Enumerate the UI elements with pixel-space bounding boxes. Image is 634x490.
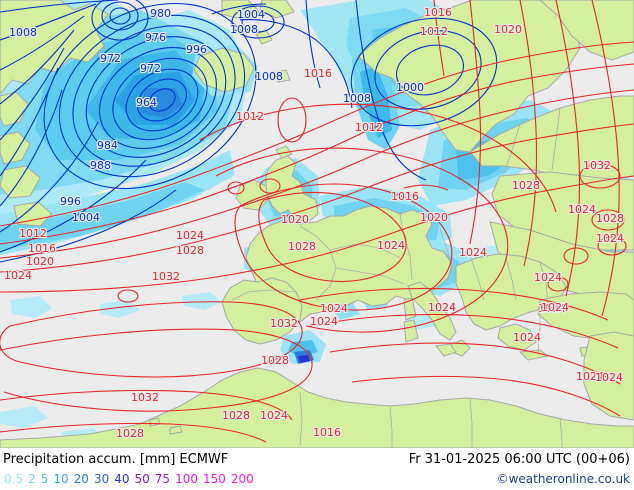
legend-level-50[interactable]: 50 — [134, 472, 150, 486]
legend-level-200[interactable]: 200 — [230, 472, 254, 486]
isobars-low — [0, 0, 498, 263]
legend-level-2[interactable]: 2 — [28, 472, 36, 486]
precipitation-legend[interactable]: 0.5 2 5 10 20 30 40 50 75 100 150 200 — [4, 472, 254, 486]
legend-level-100[interactable]: 100 — [175, 472, 198, 486]
valid-time-label: Fr 31-01-2025 06:00 UTC (00+06) — [408, 452, 630, 467]
legend-level-30[interactable]: 30 — [93, 472, 110, 486]
legend-level-20[interactable]: 20 — [73, 472, 89, 486]
isobars-high — [0, 0, 634, 443]
legend-level-150[interactable]: 150 — [202, 472, 226, 486]
copyright-label: ©weatheronline.co.uk — [496, 472, 630, 486]
product-title: Precipitation accum. [mm] ECMWF — [3, 452, 229, 467]
country-borders — [231, 107, 563, 448]
weather-map-canvas[interactable]: 1008 972 980 976 972 996 964 984 988 996 1004 1012 1… — [0, 0, 634, 448]
legend-level-5[interactable]: 5 — [40, 472, 49, 486]
legend-level-10[interactable]: 10 — [53, 472, 69, 486]
footer-bar: Precipitation accum. [mm] ECMWF Fr 31-01… — [0, 448, 634, 490]
map-graphic — [0, 0, 634, 448]
land-polygons — [0, 0, 634, 448]
legend-level-40[interactable]: 40 — [114, 472, 130, 486]
legend-level-75[interactable]: 75 — [154, 472, 171, 486]
legend-level-0.5[interactable]: 0.5 — [4, 472, 24, 486]
